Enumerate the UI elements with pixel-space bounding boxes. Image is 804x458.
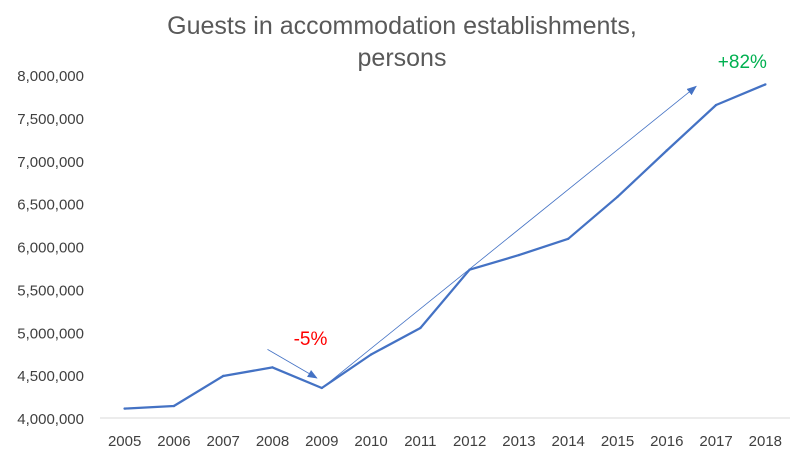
x-tick-label: 2014 [552, 433, 585, 450]
data-point [123, 407, 126, 410]
x-tick-label: 2005 [108, 433, 141, 450]
data-point [764, 83, 767, 86]
chart-title-line-2: persons [357, 44, 447, 72]
data-point [665, 149, 668, 152]
axes: 4,000,000 4,500,000 5,000,000 5,500,000 6,00… [17, 68, 790, 450]
y-tick-label: 5,000,000 [17, 325, 84, 342]
x-tick-label: 2008 [256, 433, 289, 450]
y-tick-label: 4,500,000 [17, 368, 84, 385]
x-tick-label: 2016 [650, 433, 683, 450]
y-tick-label: 7,000,000 [17, 154, 84, 171]
data-point [517, 253, 521, 257]
chart-title-line-1: Guests in accommodation establishments, [167, 12, 637, 40]
data-point [369, 353, 373, 356]
growth-label: +82% [718, 52, 767, 73]
x-tick-label: 2011 [404, 433, 436, 450]
annotations: -5% +82% [267, 52, 767, 386]
decline-arrow [267, 349, 318, 379]
x-tick-label: 2017 [699, 433, 732, 450]
y-tick-label: 7,500,000 [17, 111, 84, 128]
y-tick-label: 6,500,000 [17, 197, 84, 214]
x-tick-label: 2012 [453, 433, 486, 450]
data-point [567, 237, 570, 240]
y-tick-label: 6,000,000 [17, 240, 84, 257]
data-point [616, 195, 619, 198]
data-point [419, 326, 422, 330]
growth-arrow [325, 85, 697, 386]
data-point [222, 374, 225, 378]
data-point [320, 386, 323, 390]
data-point [271, 366, 274, 369]
series-line [124, 83, 766, 410]
data-point [468, 268, 471, 271]
y-tick-label: 4,000,000 [17, 411, 84, 428]
y-tick-label: 5,500,000 [17, 282, 84, 299]
data-point [714, 103, 718, 107]
series [123, 83, 767, 410]
x-tick-label: 2010 [354, 433, 387, 450]
x-tick-label: 2018 [749, 433, 782, 450]
x-tick-label: 2015 [601, 433, 634, 450]
data-point [172, 404, 176, 408]
decline-label: -5% [294, 329, 328, 350]
y-tick-label: 8,000,000 [17, 68, 84, 85]
x-tick-label: 2006 [157, 433, 190, 450]
x-tick-label: 2007 [207, 433, 240, 450]
x-tick-label: 2009 [305, 433, 338, 450]
x-tick-label: 2013 [502, 433, 535, 450]
